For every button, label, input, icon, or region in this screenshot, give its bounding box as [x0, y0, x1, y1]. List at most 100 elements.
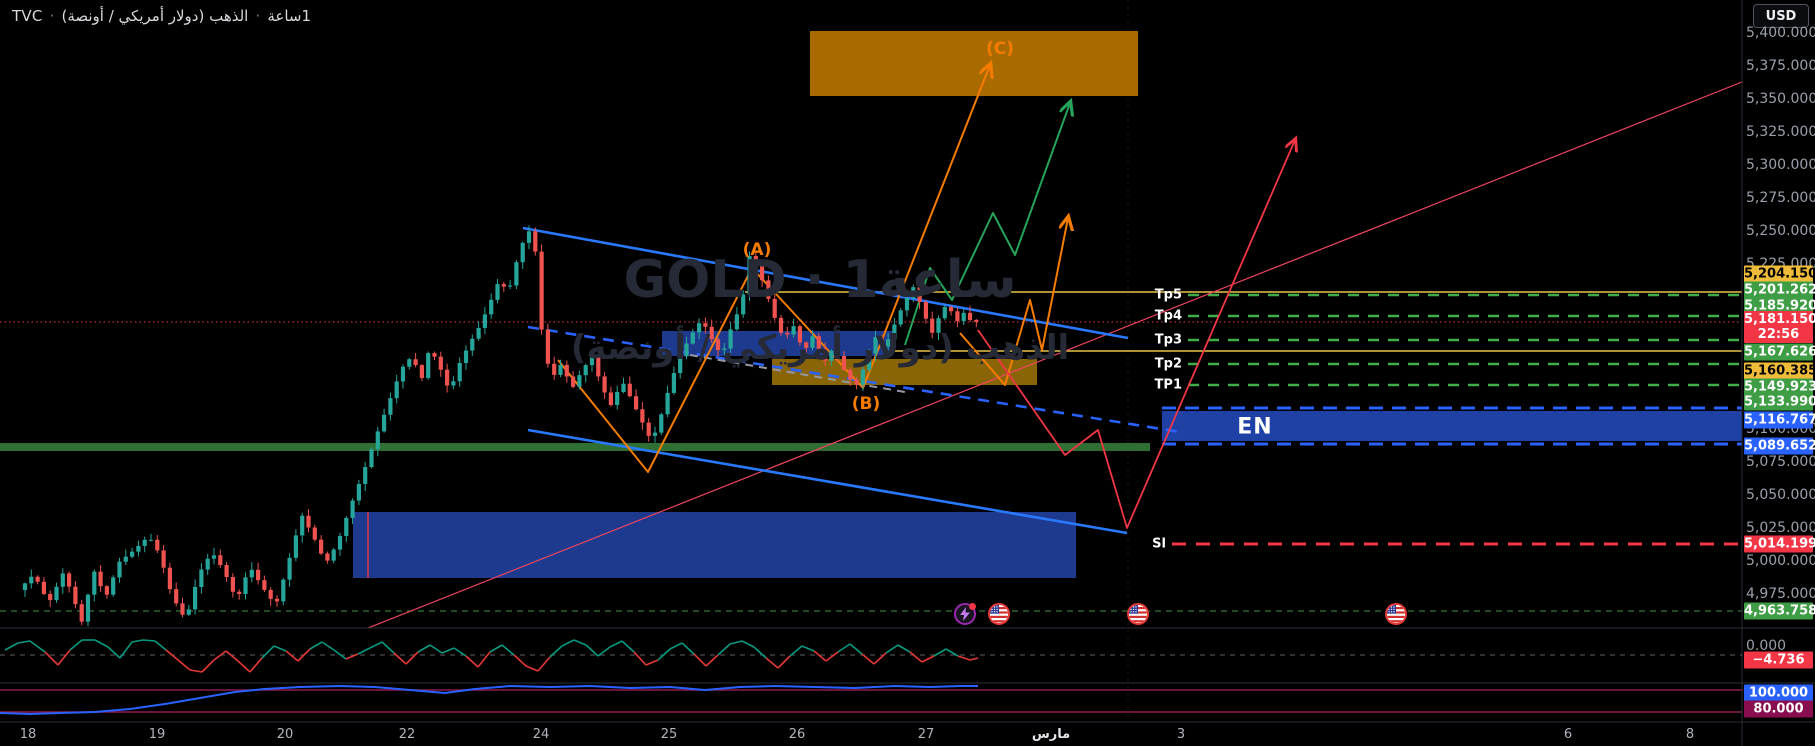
orange-alt-path[interactable]: [959, 218, 1068, 386]
target-c-zone-box[interactable]: [810, 31, 1138, 96]
oscillator-segment: [765, 657, 779, 669]
oscillator-segment: [585, 644, 599, 657]
tp-label-Tp2[interactable]: Tp2: [1154, 356, 1182, 372]
time-axis-label[interactable]: 8: [1685, 727, 1695, 742]
oscillator-segment: [333, 649, 347, 660]
price-tag-value: 5,167.626: [1744, 344, 1815, 360]
tp-label-Tp4[interactable]: Tp4: [1154, 308, 1182, 324]
oscillator-segment: [69, 639, 83, 651]
red-bearish-path[interactable]: [977, 140, 1295, 529]
rising-pink-trendline[interactable]: [367, 81, 1743, 629]
oscillator-segment: [729, 640, 743, 645]
oscillator-segment: [825, 651, 839, 662]
price-tag: −4.736: [1744, 651, 1813, 669]
oscillator-segment: [357, 647, 371, 655]
price-tag-value: 5,181.150: [1744, 312, 1815, 327]
oscillator-segment: [621, 640, 635, 653]
symbol-title[interactable]: TVC · الذهب (دولار أمريكي / أونصة) · 1سا…: [12, 7, 311, 25]
oscillator-segment: [321, 641, 335, 651]
wave-label-C[interactable]: (C): [985, 39, 1015, 59]
time-axis-label[interactable]: 25: [660, 727, 678, 742]
stoch-k-line[interactable]: [0, 685, 978, 715]
oscillator-segment: [165, 649, 179, 661]
oscillator-segment: [513, 654, 527, 667]
economic-event-us-flag-icon[interactable]: [1385, 603, 1407, 625]
wave-label-B[interactable]: (B): [851, 394, 881, 414]
oscillator-segment: [417, 644, 431, 653]
oscillator-segment: [44, 651, 59, 666]
oscillator-axis-label: 0.000: [1746, 638, 1787, 654]
price-tag: 5,181.150 22:56: [1744, 311, 1815, 343]
orange-abc-wave-path[interactable]: [557, 65, 990, 473]
green-bullish-path[interactable]: [904, 103, 1070, 346]
price-tag-value: 5,116.767: [1744, 412, 1815, 428]
oscillator-segment: [741, 640, 755, 648]
oscillator-segment: [29, 640, 46, 653]
price-axis-label: 5,325.000: [1746, 124, 1815, 140]
price-axis-label: 5,300.000: [1746, 157, 1815, 173]
price-tag-value: 5,089.652: [1744, 438, 1815, 454]
price-tag-value: 5,201.262: [1744, 282, 1815, 298]
time-axis-label[interactable]: 26: [788, 727, 806, 742]
wave-label-A[interactable]: (A): [742, 240, 772, 260]
entry-zone-box[interactable]: [1162, 411, 1742, 441]
time-axis-label[interactable]: 27: [917, 727, 935, 742]
oscillator-segment: [453, 647, 467, 657]
price-axis-label: 5,075.000: [1746, 454, 1815, 470]
time-axis-label[interactable]: 24: [532, 727, 550, 742]
oscillator-segment: [693, 653, 707, 667]
price-tag: 80.000: [1744, 700, 1813, 718]
timeframe-label: 1ساعة: [267, 7, 312, 25]
oscillator-segment: [213, 650, 227, 661]
price-tag-value: 5,160.385: [1744, 363, 1815, 379]
oscillator-segment: [465, 655, 479, 668]
event-lightning-icon[interactable]: [954, 603, 976, 625]
oscillator-segment: [645, 659, 659, 666]
oscillator-segment: [909, 651, 923, 663]
exchange-name: TVC: [12, 7, 43, 25]
oscillator-segment: [131, 639, 144, 643]
upper-blue-trendline[interactable]: [522, 226, 1129, 340]
price-tag: 5,201.262: [1744, 281, 1815, 299]
demand-zone-box[interactable]: [353, 512, 1076, 578]
time-axis-label[interactable]: مارس: [1031, 727, 1071, 742]
consolidation-zone-box[interactable]: [662, 331, 893, 356]
price-tag-value: 4,963.758: [1744, 603, 1815, 619]
currency-toggle-button[interactable]: USD: [1753, 4, 1809, 28]
stop-loss-label[interactable]: Sl: [1152, 536, 1166, 552]
title-separator-2: ·: [255, 7, 261, 25]
oscillator-segment: [119, 641, 133, 659]
price-tag-value: −4.736: [1752, 652, 1805, 668]
time-axis-label[interactable]: 19: [148, 727, 166, 742]
time-axis-label[interactable]: 6: [1563, 727, 1573, 742]
entry-zone-label[interactable]: EN: [1237, 414, 1273, 440]
tp-label-Tp5[interactable]: Tp5: [1154, 287, 1182, 303]
price-tag: 5,116.767: [1744, 411, 1815, 429]
oscillator-segment: [17, 640, 31, 644]
economic-event-us-flag-icon[interactable]: [988, 603, 1010, 625]
oscillator-segment: [429, 644, 443, 654]
tp-label-Tp3[interactable]: Tp3: [1154, 332, 1182, 348]
time-axis-label[interactable]: 20: [276, 727, 294, 742]
price-axis-label: 5,275.000: [1746, 190, 1815, 206]
time-axis-label[interactable]: 18: [19, 727, 37, 742]
oscillator-segment: [861, 653, 875, 665]
oscillator-segment: [933, 648, 947, 657]
time-axis-label[interactable]: 22: [398, 727, 416, 742]
price-tag: 5,160.385: [1744, 362, 1815, 380]
economic-event-us-flag-icon[interactable]: [1127, 603, 1149, 625]
oscillator-segment: [921, 655, 935, 663]
oscillator-segment: [237, 660, 251, 673]
oscillator-segment: [561, 639, 575, 647]
oscillator-segment: [705, 654, 719, 667]
price-tag-value: 100.000: [1748, 685, 1809, 701]
price-tag: 5,185.920: [1744, 297, 1815, 315]
tp-label-TP1[interactable]: TP1: [1154, 377, 1182, 393]
time-axis-label[interactable]: 3: [1176, 727, 1186, 742]
price-tag: 5,133.990: [1744, 393, 1815, 411]
support-band[interactable]: [0, 443, 1150, 451]
oscillator-segment: [154, 640, 167, 651]
oscillator-segment: [142, 639, 156, 642]
